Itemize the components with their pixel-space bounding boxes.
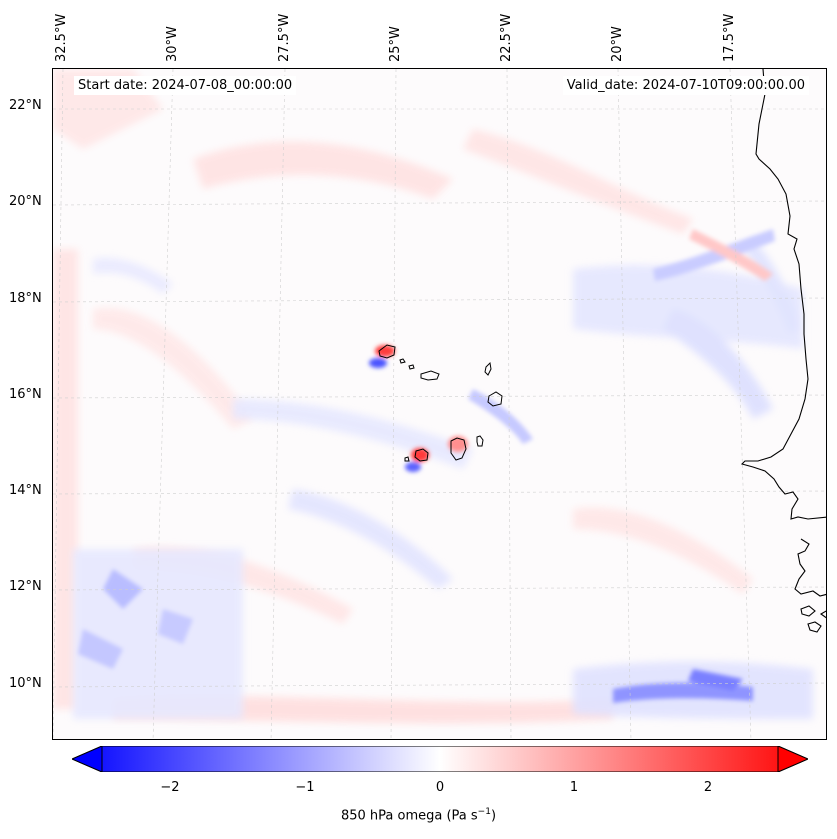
colorbar-label-close: ) [490,808,497,824]
latitude-label: 12°N [9,579,42,594]
omega-negative-region [103,569,143,609]
longitude-label: 30°W [165,26,180,62]
latitude-label: 14°N [9,483,42,498]
omega-positive-region [689,229,773,281]
graticule-meridian [729,69,752,739]
colorbar-tick-label: −2 [160,780,180,795]
omega-negative-region [743,239,803,334]
longitude-label: 22.5°W [499,13,514,62]
colorbar-label-exponent: −1 [477,807,491,817]
coastline [740,69,826,520]
latitude-label: 20°N [9,194,42,209]
omega-field [73,239,813,719]
latitude-label: 22°N [9,98,42,113]
omega-positive-region [193,141,453,199]
omega-negative-region [663,309,773,419]
island-coastline [399,358,406,364]
african-coastline [740,69,826,633]
omega-negative-region [233,399,473,469]
island-coastline [450,437,467,461]
colorbar-label: 850 hPa omega (Pa s−1) [0,807,837,823]
longitude-label: 17.5°W [722,13,737,62]
island-coastline [408,364,415,370]
omega-negative-region [688,669,743,691]
coastline [794,538,826,597]
colorbar-tick-label: 2 [703,780,713,795]
island-coastline [414,448,429,462]
island-coastline [487,391,503,407]
omega-negative-region [405,462,421,472]
graticule [53,69,826,739]
colorbar-tick-label: −1 [295,780,315,795]
omega-negative-region [613,682,753,703]
graticule-parallel [53,394,826,399]
omega-negative-region [288,489,453,589]
colorbar-label-text: 850 hPa omega (Pa s [340,808,478,824]
graticule-meridian [270,69,286,739]
start-date-label: Start date: 2024-07-08_00:00:00 [74,76,297,95]
colorbar [72,746,808,772]
graticule-meridian [506,69,512,739]
coastline [819,610,826,619]
longitude-label: 27.5°W [277,13,292,62]
graticule-meridian [390,69,397,739]
island-coastline [378,344,396,359]
omega-positive-region [573,507,753,594]
cape-verde-islands [378,344,503,462]
omega-negative-region [158,609,193,644]
island-coastline [420,370,440,381]
latitude-label: 16°N [9,387,42,402]
longitude-label: 20°W [610,26,625,62]
graticule-meridian [617,69,632,739]
latitude-label: 18°N [9,291,42,306]
map-panel [52,68,827,740]
omega-positive-region [93,307,253,429]
island-coastline [476,435,484,447]
coastline [807,621,822,633]
omega-negative-region [369,358,387,368]
omega-negative-region [78,629,123,669]
graticule-meridian [152,69,174,739]
graticule-meridian [53,69,64,739]
map-canvas [53,69,826,739]
latitude-label: 10°N [9,676,42,691]
colorbar-tick-label: 1 [569,780,579,795]
island-coastline [404,456,410,462]
coastline [800,605,816,617]
colorbar-high-extend [777,746,808,772]
colorbar-tick-label: 0 [435,780,445,795]
omega-negative-region [653,229,775,281]
omega-positive-region [463,129,693,234]
omega-negative-region [93,258,173,294]
valid-date-label: Valid_date: 2024-07-10T09:00:00.00 [562,76,809,95]
island-coastline [484,361,492,376]
colorbar-low-extend [72,746,103,772]
omega-negative-region [573,265,803,349]
omega-field [78,229,775,703]
omega-negative-region [468,389,533,444]
omega-positive-region [53,249,78,709]
longitude-label: 32.5°W [54,13,69,62]
colorbar-body [72,746,808,772]
graticule-parallel [53,490,826,495]
longitude-label: 25°W [388,26,403,62]
